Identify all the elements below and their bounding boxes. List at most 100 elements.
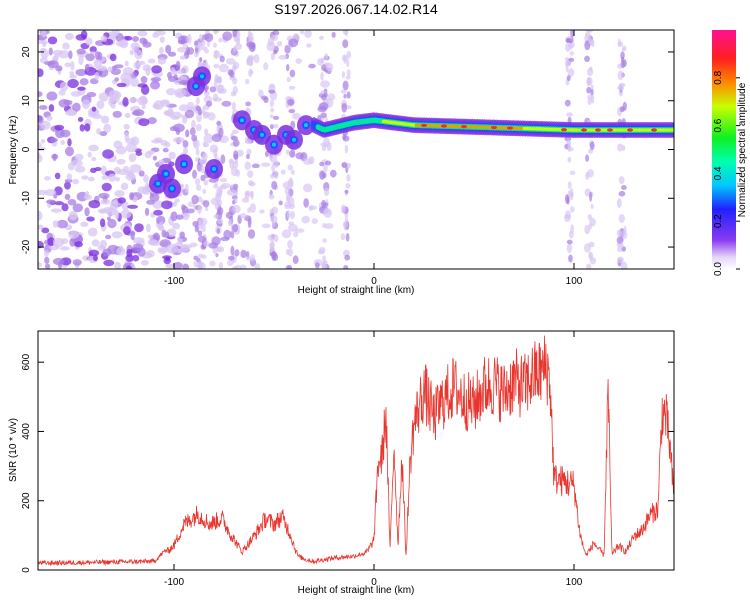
noise-blob	[79, 78, 89, 86]
noise-blob	[276, 40, 283, 47]
snr-ylabel: SNR (10 * v/v)	[8, 418, 19, 482]
streak-blob	[566, 239, 573, 245]
noise-blob	[220, 154, 226, 164]
noise-blob	[146, 249, 155, 258]
noise-blob	[164, 231, 170, 239]
noise-blob	[99, 218, 106, 228]
streak-blob	[215, 253, 219, 258]
noise-blob	[314, 262, 320, 269]
noise-blob	[159, 100, 171, 107]
noise-blob	[223, 229, 232, 240]
streak-blob	[285, 149, 290, 155]
noise-blob	[311, 218, 318, 225]
noise-blob	[177, 237, 183, 244]
noise-blob	[67, 138, 72, 147]
noise-blob	[194, 40, 199, 46]
noise-blob	[239, 264, 247, 269]
noise-blob	[197, 109, 203, 116]
noise-blob	[61, 203, 69, 212]
streak-blob	[619, 106, 625, 113]
streak-blob	[200, 39, 206, 47]
streak-blob	[569, 170, 576, 176]
streak-blob	[618, 214, 625, 223]
noise-blob	[221, 183, 231, 189]
noise-blob	[197, 217, 208, 226]
streak-blob	[584, 55, 591, 63]
noise-blob	[54, 124, 65, 131]
ridge-peak	[581, 128, 587, 132]
noise-blob	[91, 156, 97, 162]
streak-blob	[322, 172, 327, 179]
spectrogram-xtick-label: -100	[164, 276, 184, 287]
streak-blob	[203, 128, 209, 136]
noise-blob	[68, 210, 78, 221]
streak-blob	[621, 47, 625, 53]
streak-blob	[213, 214, 219, 219]
noise-blob	[68, 230, 80, 239]
noise-blob	[107, 244, 119, 255]
noise-blob	[145, 67, 151, 76]
streak-blob	[565, 37, 570, 44]
noise-blob	[261, 223, 271, 229]
noise-blob	[175, 214, 184, 220]
colorbar-tick-label: 0.6	[713, 118, 724, 132]
streak-blob	[202, 188, 207, 195]
noise-blob	[168, 151, 176, 160]
streak-blob	[341, 71, 346, 79]
streak-blob	[213, 30, 218, 35]
streak-blob	[213, 63, 220, 69]
streak-blob	[346, 174, 351, 182]
noise-blob	[161, 200, 173, 210]
noise-blob	[135, 151, 143, 156]
noise-blob	[64, 62, 71, 68]
noise-blob	[124, 60, 129, 67]
streak-blob	[620, 51, 625, 60]
noise-blob	[85, 53, 95, 62]
streak-blob	[319, 35, 324, 40]
noise-blob	[137, 186, 148, 194]
spectrogram-xtick-label: 0	[371, 276, 377, 287]
streak-blob	[569, 191, 574, 198]
noise-blob	[225, 58, 236, 65]
noise-blob	[199, 157, 207, 165]
streak-blob	[207, 40, 211, 48]
streak-blob	[587, 214, 593, 221]
streak-blob	[344, 217, 349, 222]
streak-blob	[319, 161, 325, 167]
noise-blob	[125, 172, 136, 181]
streak-blob	[589, 66, 593, 72]
noise-blob	[64, 193, 71, 201]
streak-blob	[270, 173, 275, 179]
streak-blob	[288, 85, 296, 90]
noise-blob	[78, 55, 84, 66]
noise-blob	[303, 198, 309, 208]
noise-blob	[90, 167, 97, 174]
noise-blob	[140, 76, 148, 84]
noise-blob	[319, 102, 329, 111]
noise-blob	[89, 46, 97, 53]
colorbar-tick-label: 0.2	[713, 214, 724, 228]
noise-blob	[66, 173, 73, 181]
streak-blob	[285, 64, 290, 72]
noise-blob	[221, 100, 232, 107]
noise-blob	[234, 264, 242, 269]
streak-blob	[584, 31, 591, 37]
noise-blob	[44, 256, 50, 264]
noise-blob	[72, 259, 82, 266]
noise-blob	[175, 60, 181, 71]
noise-blob	[38, 146, 47, 151]
noise-blob	[292, 255, 299, 265]
noise-blob	[292, 112, 301, 120]
noise-blob	[99, 131, 108, 137]
streak-blob	[231, 129, 239, 135]
colorbar-label: Normalized spectral amplitude	[737, 82, 748, 217]
streak-blob	[194, 225, 200, 233]
streak-blob	[193, 52, 199, 58]
noise-blob	[227, 219, 232, 227]
noise-blob	[88, 176, 95, 182]
noise-blob	[115, 145, 127, 155]
streak-blob	[196, 97, 200, 105]
streak-blob	[323, 162, 328, 173]
noise-blob	[86, 216, 95, 222]
streak-blob	[270, 107, 275, 113]
